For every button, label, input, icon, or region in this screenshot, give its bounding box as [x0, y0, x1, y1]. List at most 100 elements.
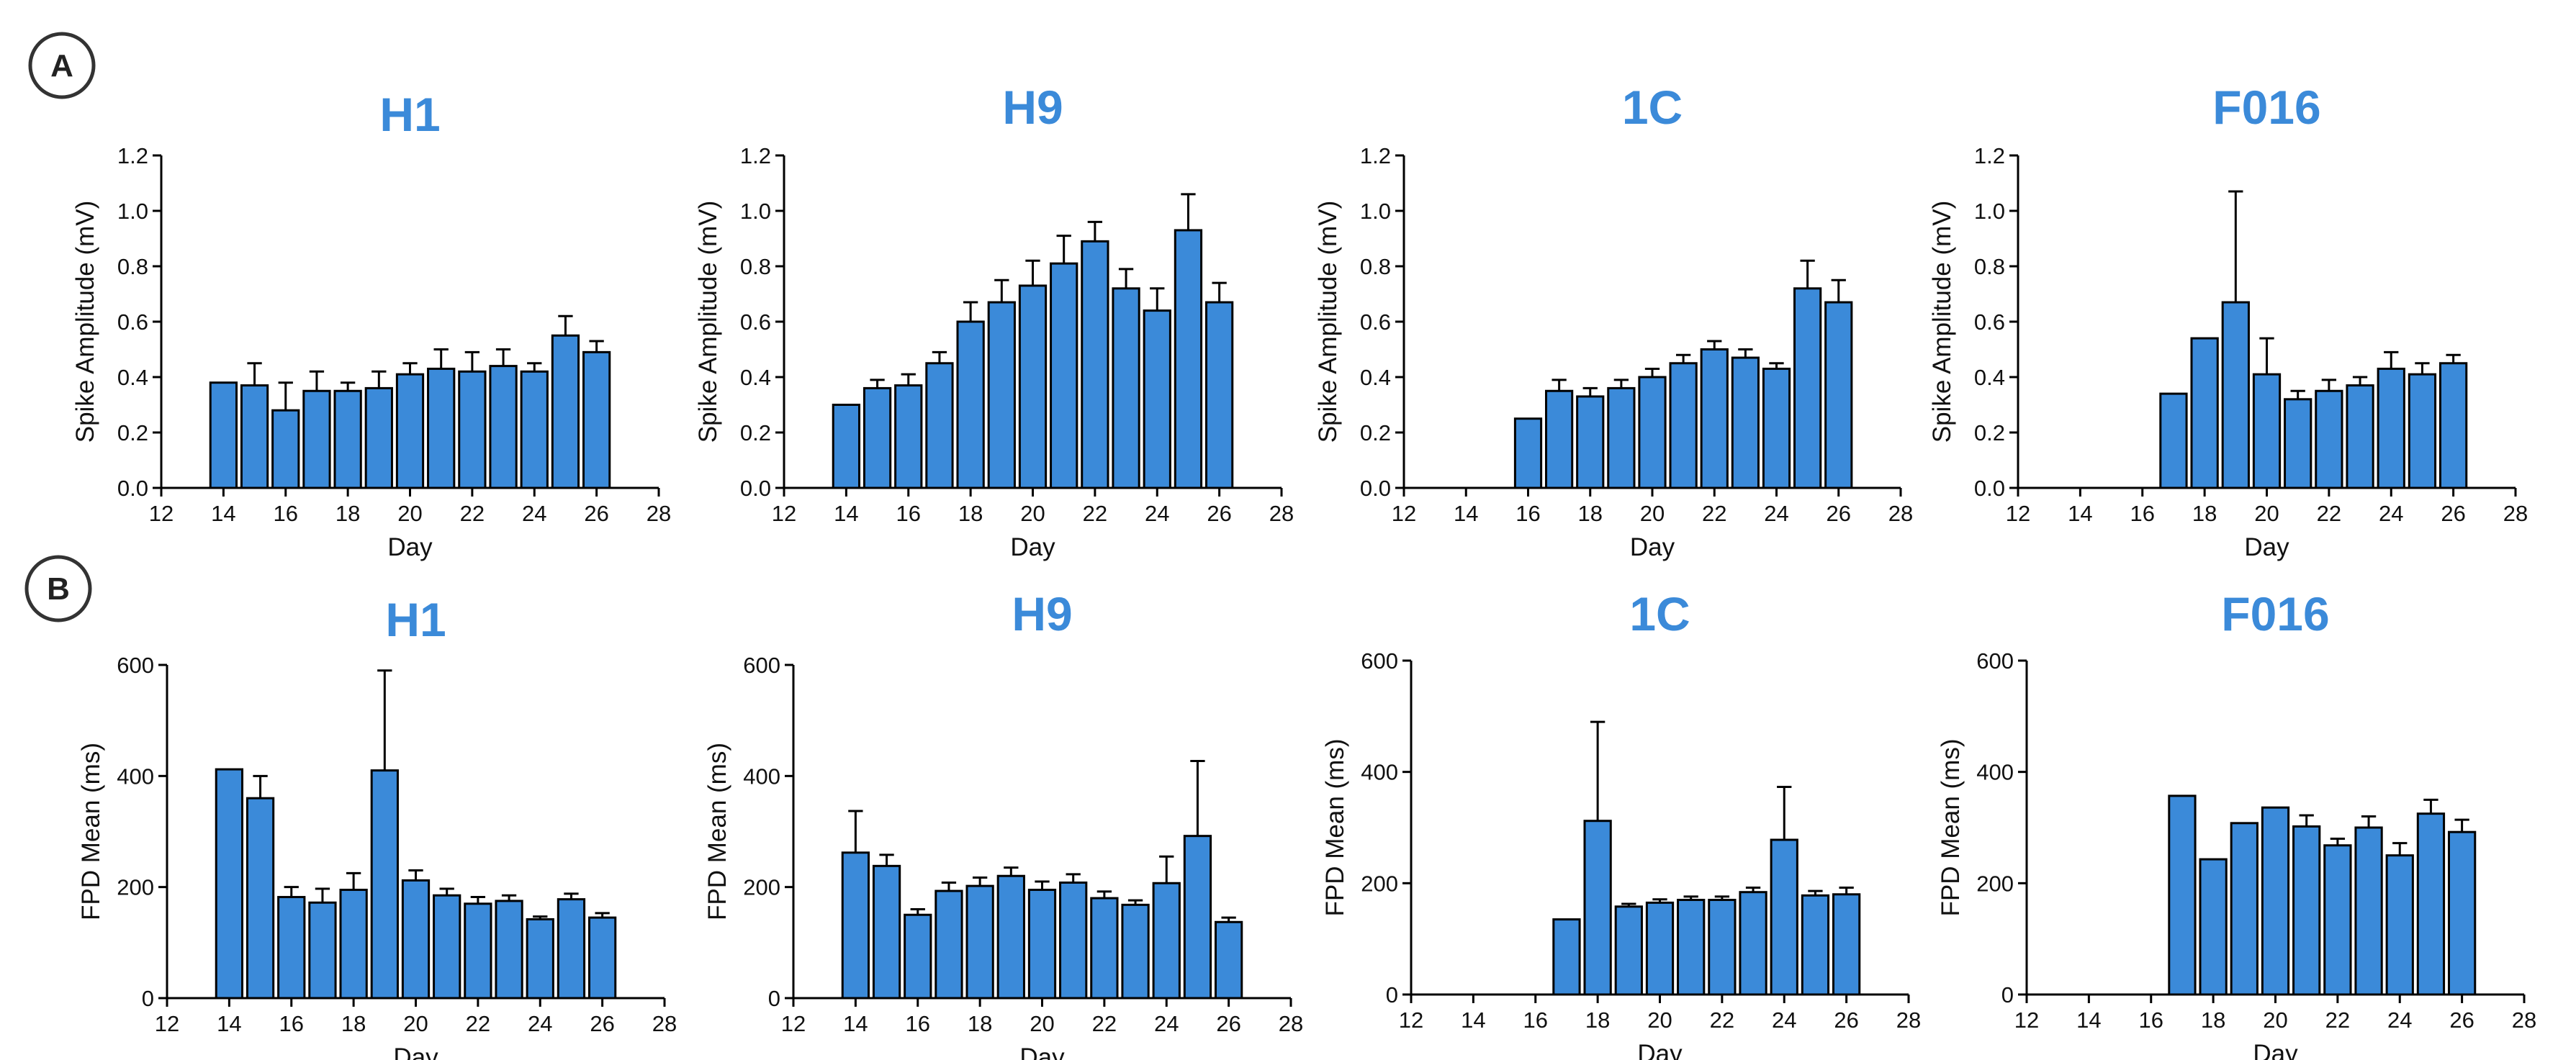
bar [2408, 373, 2437, 489]
bar [1832, 893, 1861, 996]
bar [2252, 373, 2282, 489]
bar [1770, 838, 1798, 996]
x-tick-label: 22 [460, 501, 485, 526]
x-tick-label: 18 [341, 1011, 366, 1036]
bar [2354, 826, 2383, 996]
panel-label-b: B [24, 555, 92, 622]
x-tick-label: 22 [1083, 501, 1107, 526]
x-tick-label: 28 [2503, 501, 2528, 526]
x-tick-label: 26 [1216, 1011, 1240, 1036]
chart-b-h1: H1 12 14 16 18 20 22 24 26 28 0 200 400 600 Day FPD Mea… [77, 593, 677, 1060]
bar [1762, 367, 1791, 489]
y-tick-label: 1.0 [740, 199, 771, 224]
x-tick-label: 28 [1269, 501, 1294, 526]
x-tick-label: 26 [1207, 501, 1231, 526]
chart-title: 1C [1622, 81, 1683, 134]
x-tick-label: 26 [584, 501, 608, 526]
chart-a-1c: 1C 12 14 16 18 20 22 24 26 28 0.0 0.2 0.4 0.6 0.8 1.0 1.… [1314, 81, 1913, 561]
x-tick-label: 24 [2387, 1007, 2412, 1033]
bar [1121, 903, 1150, 1000]
y-tick-label: 0.4 [1974, 365, 2005, 390]
y-axis-label: Spike Amplitude (mV) [1928, 201, 1956, 443]
y-tick-label: 0.0 [1360, 476, 1391, 501]
y-tick-label: 0.6 [1360, 309, 1391, 335]
bar [935, 889, 963, 1000]
y-tick-label: 0.6 [740, 309, 771, 335]
bar [2385, 854, 2414, 996]
bar [2315, 389, 2343, 489]
bar [1638, 376, 1667, 489]
chart-a-f016: F016 12 14 16 18 20 22 24 26 28 0.0 0.2 0.4 0.6 0.8 1.0… [1928, 81, 2528, 561]
x-tick-label: 16 [906, 1011, 930, 1036]
x-tick-label: 12 [155, 1011, 179, 1036]
y-tick-label: 400 [1976, 760, 2014, 785]
x-tick-label: 18 [2192, 501, 2217, 526]
bar [1018, 284, 1048, 489]
chart-a-h1: H1 12 14 16 18 20 22 24 26 28 0.0 0.2 0.4 0.6 0.8 1.0 1.… [71, 88, 671, 561]
x-tick-label: 28 [1888, 501, 1913, 526]
y-tick-label: 1.0 [1360, 199, 1391, 224]
x-tick-label: 14 [834, 501, 858, 526]
chart-title: H1 [379, 88, 440, 141]
x-tick-label: 28 [647, 501, 671, 526]
bar [1793, 287, 1822, 489]
bar [209, 381, 238, 489]
chart-title: F016 [2221, 587, 2329, 640]
x-tick-label: 12 [1399, 1007, 1423, 1033]
bar [526, 918, 554, 1000]
y-tick-label: 1.2 [1974, 143, 2005, 168]
x-tick-label: 16 [274, 501, 298, 526]
x-axis-label: Day [1019, 1043, 1065, 1060]
y-tick-label: 0.4 [1360, 365, 1391, 390]
x-tick-label: 18 [1578, 501, 1603, 526]
bar [1731, 356, 1760, 489]
bar [925, 362, 954, 489]
x-tick-label: 20 [403, 1011, 428, 1036]
y-tick-label: 400 [117, 764, 154, 789]
y-tick-label: 200 [1361, 871, 1398, 896]
bar [872, 864, 901, 1000]
x-tick-label: 16 [2139, 1007, 2163, 1033]
x-tick-label: 28 [1279, 1011, 1303, 1036]
x-tick-label: 24 [2379, 501, 2403, 526]
x-tick-label: 18 [2201, 1007, 2225, 1033]
chart-b-h9: H9 12 14 16 18 20 22 24 26 28 0 200 400 600 Day FPD Mea… [703, 587, 1303, 1060]
x-tick-label: 16 [2130, 501, 2155, 526]
x-tick-label: 24 [528, 1011, 552, 1036]
bar [1583, 820, 1612, 996]
x-tick-label: 14 [2076, 1007, 2101, 1033]
bar [1143, 309, 1171, 489]
x-tick-label: 20 [1647, 1007, 1672, 1033]
y-tick-label: 0.2 [1974, 420, 2005, 445]
bar [1152, 882, 1181, 1000]
x-tick-label: 14 [1461, 1007, 1485, 1033]
chart-title: H9 [1002, 81, 1063, 134]
y-tick-label: 0.6 [117, 309, 148, 335]
x-tick-label: 20 [1020, 501, 1045, 526]
y-tick-label: 400 [743, 764, 780, 789]
x-tick-label: 18 [1585, 1007, 1610, 1033]
bar [1214, 920, 1243, 1000]
y-tick-label: 400 [1361, 760, 1398, 785]
y-tick-label: 0.8 [117, 254, 148, 279]
x-axis-label: Day [393, 1043, 438, 1060]
x-tick-label: 16 [279, 1011, 304, 1036]
bar [1090, 897, 1119, 1000]
bar [2261, 806, 2290, 996]
y-tick-label: 0.8 [1974, 254, 2005, 279]
bar [1677, 899, 1706, 996]
bar [395, 373, 425, 489]
bar [271, 409, 300, 489]
bar [894, 384, 923, 489]
y-tick-label: 0.2 [117, 420, 148, 445]
bar [2199, 858, 2228, 996]
x-tick-label: 14 [2068, 501, 2092, 526]
bar [495, 900, 523, 1000]
x-tick-label: 20 [2254, 501, 2279, 526]
bar [1050, 262, 1078, 489]
bar [215, 768, 244, 1000]
y-tick-label: 1.0 [1974, 199, 2005, 224]
x-tick-label: 18 [958, 501, 983, 526]
x-tick-label: 24 [522, 501, 546, 526]
